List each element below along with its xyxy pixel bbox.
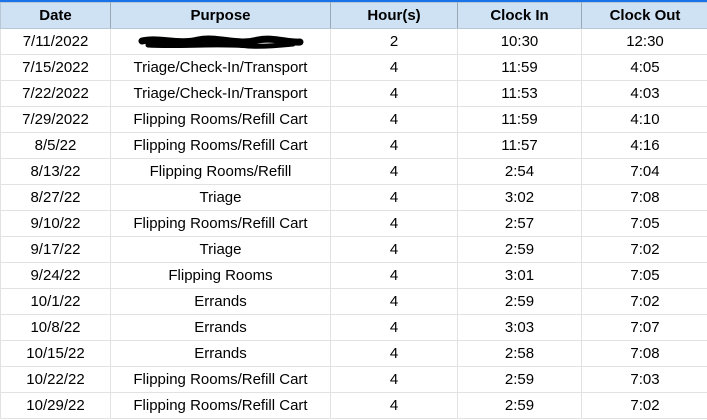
- clock-out-cell[interactable]: 7:02: [581, 236, 707, 263]
- purpose-cell[interactable]: Flipping Rooms/Refill Cart: [110, 132, 331, 159]
- date-cell[interactable]: 9/10/22: [0, 210, 111, 237]
- table-row: 10/15/22 Errands 4 2:58 7:08: [0, 340, 707, 367]
- hours-cell[interactable]: 4: [330, 340, 458, 367]
- purpose-cell[interactable]: Errands: [110, 340, 331, 367]
- purpose-cell[interactable]: Triage: [110, 184, 331, 211]
- date-cell[interactable]: 7/11/2022: [0, 28, 111, 55]
- date-cell[interactable]: 10/15/22: [0, 340, 111, 367]
- table-row: 7/15/2022 Triage/Check-In/Transport 4 11:59…: [0, 54, 707, 81]
- date-cell[interactable]: 9/17/22: [0, 236, 111, 263]
- clock-in-cell[interactable]: 2:57: [457, 210, 582, 237]
- clock-in-cell[interactable]: 2:58: [457, 340, 582, 367]
- clock-in-cell[interactable]: 2:54: [457, 158, 582, 185]
- hours-cell[interactable]: 4: [330, 236, 458, 263]
- clock-out-cell[interactable]: 4:05: [581, 54, 707, 81]
- hours-cell[interactable]: 4: [330, 314, 458, 341]
- purpose-cell[interactable]: Flipping Rooms/Refill Cart: [110, 392, 331, 419]
- clock-in-cell[interactable]: 11:59: [457, 54, 582, 81]
- table-row: 7/11/2022 2 10:30 12:30: [0, 28, 707, 55]
- clock-in-cell[interactable]: 3:03: [457, 314, 582, 341]
- date-cell[interactable]: 9/24/22: [0, 262, 111, 289]
- clock-out-cell[interactable]: 7:03: [581, 366, 707, 393]
- clock-out-cell[interactable]: 7:08: [581, 340, 707, 367]
- clock-out-cell[interactable]: 4:16: [581, 132, 707, 159]
- purpose-cell[interactable]: Flipping Rooms/Refill Cart: [110, 106, 331, 133]
- clock-out-cell[interactable]: 7:05: [581, 210, 707, 237]
- hours-cell[interactable]: 4: [330, 184, 458, 211]
- clock-out-cell[interactable]: 12:30: [581, 28, 707, 55]
- clock-in-cell[interactable]: 10:30: [457, 28, 582, 55]
- date-cell[interactable]: 7/15/2022: [0, 54, 111, 81]
- date-cell[interactable]: 10/8/22: [0, 314, 111, 341]
- header-row: Date Purpose Hour(s) Clock In Clock Out: [0, 2, 707, 29]
- table-row: 9/17/22 Triage 4 2:59 7:02: [0, 236, 707, 263]
- hours-cell[interactable]: 4: [330, 288, 458, 315]
- redaction-scribble: [138, 35, 303, 49]
- clock-in-cell[interactable]: 2:59: [457, 366, 582, 393]
- purpose-cell[interactable]: Flipping Rooms/Refill Cart: [110, 210, 331, 237]
- hours-cell[interactable]: 4: [330, 80, 458, 107]
- clock-out-cell[interactable]: 7:04: [581, 158, 707, 185]
- purpose-cell[interactable]: Errands: [110, 314, 331, 341]
- clock-out-cell[interactable]: 7:02: [581, 392, 707, 419]
- purpose-cell[interactable]: Flipping Rooms/Refill Cart: [110, 366, 331, 393]
- header-date[interactable]: Date: [0, 2, 111, 29]
- selection-top-border: [0, 0, 707, 2]
- clock-out-cell[interactable]: 7:07: [581, 314, 707, 341]
- table-row: 9/10/22 Flipping Rooms/Refill Cart 4 2:57 7:…: [0, 210, 707, 237]
- clock-out-cell[interactable]: 7:08: [581, 184, 707, 211]
- clock-out-cell[interactable]: 4:10: [581, 106, 707, 133]
- table-row: 8/27/22 Triage 4 3:02 7:08: [0, 184, 707, 211]
- table-row: 10/1/22 Errands 4 2:59 7:02: [0, 288, 707, 315]
- clock-out-cell[interactable]: 4:03: [581, 80, 707, 107]
- date-cell[interactable]: 8/5/22: [0, 132, 111, 159]
- date-cell[interactable]: 10/29/22: [0, 392, 111, 419]
- purpose-cell[interactable]: Flipping Rooms: [110, 262, 331, 289]
- clock-out-cell[interactable]: 7:02: [581, 288, 707, 315]
- table-row: 8/5/22 Flipping Rooms/Refill Cart 4 11:57 4:…: [0, 132, 707, 159]
- clock-in-cell[interactable]: 11:57: [457, 132, 582, 159]
- clock-in-cell[interactable]: 2:59: [457, 392, 582, 419]
- table-row: 10/22/22 Flipping Rooms/Refill Cart 4 2:59 7…: [0, 366, 707, 393]
- date-cell[interactable]: 8/27/22: [0, 184, 111, 211]
- date-cell[interactable]: 10/1/22: [0, 288, 111, 315]
- hours-cell[interactable]: 4: [330, 158, 458, 185]
- date-cell[interactable]: 10/22/22: [0, 366, 111, 393]
- purpose-cell[interactable]: Errands: [110, 288, 331, 315]
- clock-in-cell[interactable]: 2:59: [457, 236, 582, 263]
- hours-cell[interactable]: 4: [330, 106, 458, 133]
- table-row: 7/22/2022 Triage/Check-In/Transport 4 11:53…: [0, 80, 707, 107]
- purpose-cell[interactable]: Triage: [110, 236, 331, 263]
- hours-cell[interactable]: 4: [330, 392, 458, 419]
- header-clock-out[interactable]: Clock Out: [581, 2, 707, 29]
- date-cell[interactable]: 8/13/22: [0, 158, 111, 185]
- date-cell[interactable]: 7/29/2022: [0, 106, 111, 133]
- header-hours[interactable]: Hour(s): [330, 2, 458, 29]
- clock-in-cell[interactable]: 11:59: [457, 106, 582, 133]
- purpose-cell[interactable]: Triage/Check-In/Transport: [110, 54, 331, 81]
- table-row: 9/24/22 Flipping Rooms 4 3:01 7:05: [0, 262, 707, 289]
- header-purpose[interactable]: Purpose: [110, 2, 331, 29]
- clock-in-cell[interactable]: 2:59: [457, 288, 582, 315]
- hours-cell[interactable]: 2: [330, 28, 458, 55]
- date-cell[interactable]: 7/22/2022: [0, 80, 111, 107]
- header-clock-in[interactable]: Clock In: [457, 2, 582, 29]
- hours-cell[interactable]: 4: [330, 132, 458, 159]
- table-row: 10/29/22 Flipping Rooms/Refill Cart 4 2:59 7…: [0, 392, 707, 419]
- purpose-cell[interactable]: [110, 28, 331, 55]
- table-row: 7/29/2022 Flipping Rooms/Refill Cart 4 11:5…: [0, 106, 707, 133]
- hours-cell[interactable]: 4: [330, 210, 458, 237]
- purpose-cell[interactable]: Triage/Check-In/Transport: [110, 80, 331, 107]
- clock-out-cell[interactable]: 7:05: [581, 262, 707, 289]
- purpose-cell[interactable]: Flipping Rooms/Refill: [110, 158, 331, 185]
- table-row: 10/8/22 Errands 4 3:03 7:07: [0, 314, 707, 341]
- clock-in-cell[interactable]: 11:53: [457, 80, 582, 107]
- clock-in-cell[interactable]: 3:01: [457, 262, 582, 289]
- hours-cell[interactable]: 4: [330, 262, 458, 289]
- table-row: 8/13/22 Flipping Rooms/Refill 4 2:54 7:04: [0, 158, 707, 185]
- hours-cell[interactable]: 4: [330, 366, 458, 393]
- hours-cell[interactable]: 4: [330, 54, 458, 81]
- clock-in-cell[interactable]: 3:02: [457, 184, 582, 211]
